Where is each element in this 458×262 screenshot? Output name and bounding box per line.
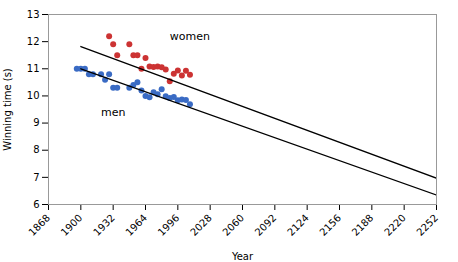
svg-text:2060: 2060: [220, 212, 246, 238]
svg-text:6: 6: [33, 199, 39, 210]
svg-text:2220: 2220: [382, 212, 408, 238]
svg-text:women: women: [170, 30, 210, 43]
svg-text:11: 11: [27, 63, 40, 74]
svg-text:7: 7: [33, 172, 39, 183]
svg-text:men: men: [101, 106, 125, 119]
svg-text:13: 13: [27, 9, 40, 20]
svg-text:2092: 2092: [253, 212, 279, 238]
svg-text:1900: 1900: [59, 212, 85, 238]
svg-text:1996: 1996: [156, 212, 182, 238]
svg-text:12: 12: [27, 36, 40, 47]
svg-text:1932: 1932: [91, 212, 117, 238]
svg-text:9: 9: [33, 117, 39, 128]
svg-text:Year: Year: [231, 251, 254, 262]
svg-text:1964: 1964: [123, 212, 149, 238]
svg-text:Winning time (s): Winning time (s): [2, 68, 13, 151]
svg-text:2028: 2028: [188, 212, 214, 238]
svg-text:2156: 2156: [317, 212, 343, 238]
svg-text:2252: 2252: [414, 212, 440, 238]
svg-text:10: 10: [27, 90, 40, 101]
svg-text:2188: 2188: [350, 212, 376, 238]
svg-text:8: 8: [33, 144, 39, 155]
svg-text:2124: 2124: [285, 212, 311, 238]
svg-text:1868: 1868: [26, 212, 52, 238]
